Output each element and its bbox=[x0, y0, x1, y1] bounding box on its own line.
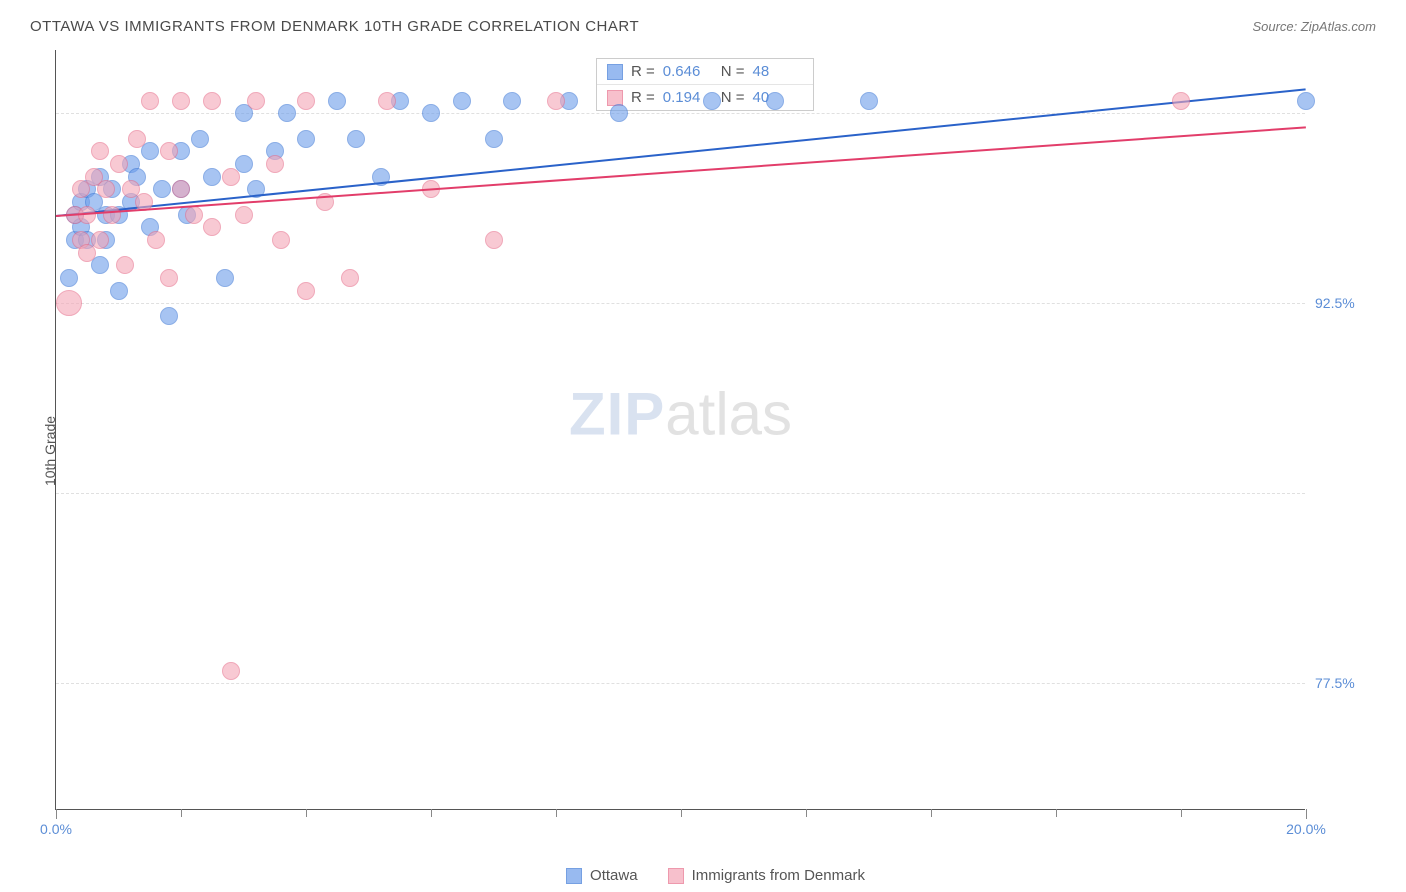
swatch-ottawa-icon bbox=[566, 868, 582, 884]
scatter-point-denmark bbox=[297, 92, 315, 110]
chart-source: Source: ZipAtlas.com bbox=[1252, 19, 1376, 34]
scatter-point-ottawa bbox=[610, 104, 628, 122]
scatter-point-denmark bbox=[341, 269, 359, 287]
scatter-point-denmark bbox=[1172, 92, 1190, 110]
gridline-h bbox=[56, 493, 1305, 494]
stat-n-label: N = bbox=[721, 63, 745, 80]
plot-area: ZIPatlas R =0.646N =48R =0.194N =40 77.5… bbox=[55, 50, 1305, 810]
scatter-point-denmark bbox=[203, 218, 221, 236]
x-tick bbox=[56, 809, 57, 819]
scatter-point-ottawa bbox=[860, 92, 878, 110]
legend-label: Ottawa bbox=[590, 867, 638, 884]
legend-label: Immigrants from Denmark bbox=[692, 867, 865, 884]
bottom-legend: Ottawa Immigrants from Denmark bbox=[55, 867, 1376, 884]
scatter-point-denmark bbox=[128, 130, 146, 148]
x-tick bbox=[556, 809, 557, 817]
scatter-point-denmark bbox=[91, 142, 109, 160]
scatter-point-ottawa bbox=[278, 104, 296, 122]
x-tick bbox=[181, 809, 182, 817]
scatter-point-denmark bbox=[141, 92, 159, 110]
scatter-point-denmark bbox=[266, 155, 284, 173]
scatter-point-denmark bbox=[91, 231, 109, 249]
scatter-point-ottawa bbox=[60, 269, 78, 287]
stats-row-ottawa: R = 0.646 N = 48 bbox=[597, 59, 813, 85]
legend-item-ottawa: Ottawa bbox=[566, 867, 638, 884]
scatter-point-ottawa bbox=[297, 130, 315, 148]
gridline-h bbox=[56, 303, 1305, 304]
scatter-point-ottawa bbox=[191, 130, 209, 148]
scatter-point-ottawa bbox=[766, 92, 784, 110]
scatter-point-denmark bbox=[247, 92, 265, 110]
scatter-point-denmark bbox=[297, 282, 315, 300]
swatch-ottawa-icon bbox=[607, 64, 623, 80]
scatter-point-denmark bbox=[222, 168, 240, 186]
scatter-point-ottawa bbox=[422, 104, 440, 122]
scatter-point-denmark bbox=[160, 142, 178, 160]
stat-r-value: 0.646 bbox=[663, 63, 713, 80]
scatter-point-ottawa bbox=[160, 307, 178, 325]
stat-r-label: R = bbox=[631, 63, 655, 80]
scatter-point-denmark bbox=[203, 92, 221, 110]
watermark-atlas: atlas bbox=[665, 381, 792, 448]
chart-container: 10th Grade ZIPatlas R =0.646N =48R =0.19… bbox=[55, 50, 1376, 852]
x-tick bbox=[1181, 809, 1182, 817]
x-tick-label: 0.0% bbox=[40, 821, 72, 837]
scatter-point-ottawa bbox=[216, 269, 234, 287]
scatter-point-denmark bbox=[160, 269, 178, 287]
scatter-point-denmark bbox=[185, 206, 203, 224]
x-tick bbox=[931, 809, 932, 817]
scatter-point-ottawa bbox=[703, 92, 721, 110]
scatter-point-denmark bbox=[147, 231, 165, 249]
y-tick-label: 92.5% bbox=[1315, 295, 1385, 311]
scatter-point-denmark bbox=[103, 206, 121, 224]
scatter-point-denmark bbox=[97, 180, 115, 198]
chart-header: OTTAWA VS IMMIGRANTS FROM DENMARK 10TH G… bbox=[30, 18, 1376, 35]
stat-n-value: 48 bbox=[753, 63, 803, 80]
x-tick bbox=[1056, 809, 1057, 817]
x-tick-label: 20.0% bbox=[1286, 821, 1326, 837]
scatter-point-denmark bbox=[485, 231, 503, 249]
gridline-h bbox=[56, 683, 1305, 684]
scatter-point-ottawa bbox=[503, 92, 521, 110]
chart-title: OTTAWA VS IMMIGRANTS FROM DENMARK 10TH G… bbox=[30, 18, 639, 35]
swatch-denmark-icon bbox=[668, 868, 684, 884]
scatter-point-denmark bbox=[222, 662, 240, 680]
scatter-point-ottawa bbox=[203, 168, 221, 186]
stat-r-label: R = bbox=[631, 89, 655, 106]
scatter-point-denmark bbox=[235, 206, 253, 224]
x-tick bbox=[1306, 809, 1307, 819]
x-tick bbox=[306, 809, 307, 817]
x-tick bbox=[431, 809, 432, 817]
x-tick bbox=[806, 809, 807, 817]
scatter-point-denmark bbox=[378, 92, 396, 110]
scatter-point-ottawa bbox=[153, 180, 171, 198]
scatter-point-denmark bbox=[56, 290, 82, 316]
scatter-point-denmark bbox=[172, 92, 190, 110]
scatter-point-denmark bbox=[272, 231, 290, 249]
watermark-zip: ZIP bbox=[569, 381, 665, 448]
scatter-point-ottawa bbox=[485, 130, 503, 148]
scatter-point-ottawa bbox=[347, 130, 365, 148]
scatter-point-ottawa bbox=[328, 92, 346, 110]
swatch-denmark-icon bbox=[607, 90, 623, 106]
legend-item-denmark: Immigrants from Denmark bbox=[668, 867, 865, 884]
scatter-point-denmark bbox=[172, 180, 190, 198]
watermark: ZIPatlas bbox=[569, 380, 792, 449]
y-tick-label: 77.5% bbox=[1315, 675, 1385, 691]
stat-n-label: N = bbox=[721, 89, 745, 106]
x-tick bbox=[681, 809, 682, 817]
scatter-point-ottawa bbox=[110, 282, 128, 300]
scatter-point-ottawa bbox=[1297, 92, 1315, 110]
scatter-point-denmark bbox=[110, 155, 128, 173]
scatter-point-denmark bbox=[116, 256, 134, 274]
scatter-point-denmark bbox=[547, 92, 565, 110]
scatter-point-ottawa bbox=[453, 92, 471, 110]
